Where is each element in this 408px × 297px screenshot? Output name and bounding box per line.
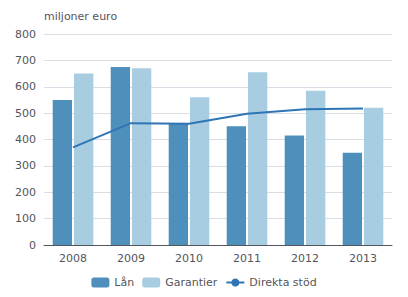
svg-text:2009: 2009	[117, 252, 145, 265]
svg-text:200: 200	[15, 186, 36, 199]
svg-text:Lån: Lån	[114, 276, 134, 289]
svg-text:800: 800	[15, 28, 36, 41]
svg-text:400: 400	[15, 133, 36, 146]
svg-text:Direkta stöd: Direkta stöd	[249, 276, 316, 289]
svg-text:miljoner euro: miljoner euro	[44, 10, 117, 23]
svg-text:2008: 2008	[59, 252, 87, 265]
svg-text:2011: 2011	[233, 252, 261, 265]
svg-text:600: 600	[15, 80, 36, 93]
svg-text:2010: 2010	[175, 252, 203, 265]
svg-text:100: 100	[15, 212, 36, 225]
svg-text:2013: 2013	[349, 252, 377, 265]
svg-text:0: 0	[29, 239, 36, 252]
svg-text:Garantier: Garantier	[165, 276, 218, 289]
svg-text:300: 300	[15, 159, 36, 172]
svg-text:2012: 2012	[291, 252, 319, 265]
svg-text:700: 700	[15, 54, 36, 67]
svg-text:500: 500	[15, 107, 36, 120]
